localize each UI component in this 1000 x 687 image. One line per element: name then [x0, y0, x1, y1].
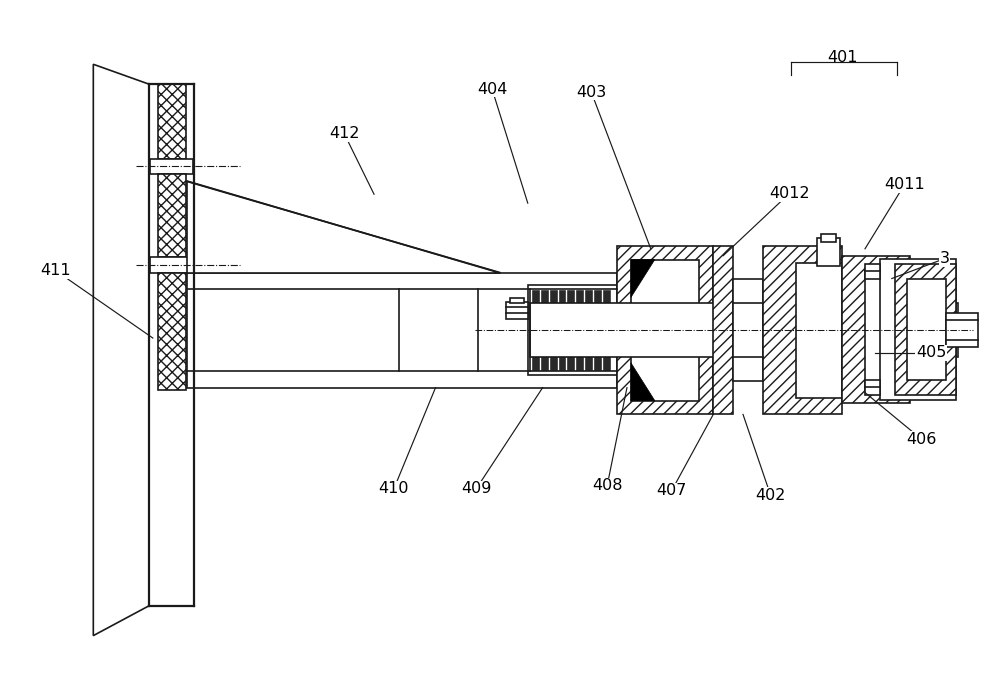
- Bar: [530, 304, 958, 357]
- Bar: [895, 264, 956, 394]
- Bar: [865, 380, 880, 394]
- Bar: [559, 291, 565, 370]
- Polygon shape: [631, 260, 655, 297]
- Bar: [532, 291, 539, 370]
- Bar: [158, 273, 186, 390]
- Bar: [528, 286, 617, 374]
- Polygon shape: [93, 65, 149, 635]
- Bar: [541, 291, 548, 370]
- Bar: [158, 174, 186, 257]
- Bar: [946, 313, 978, 347]
- Bar: [510, 298, 524, 304]
- Text: 4012: 4012: [769, 185, 810, 201]
- Text: 405: 405: [916, 346, 947, 361]
- Bar: [506, 302, 528, 319]
- Bar: [796, 262, 842, 398]
- Bar: [585, 291, 592, 370]
- Bar: [880, 259, 956, 400]
- Text: 403: 403: [576, 85, 606, 100]
- Polygon shape: [187, 181, 500, 273]
- Bar: [631, 260, 699, 401]
- Bar: [567, 291, 574, 370]
- Text: 410: 410: [379, 482, 409, 496]
- Bar: [576, 291, 583, 370]
- Polygon shape: [631, 363, 655, 401]
- Bar: [713, 246, 733, 414]
- Bar: [817, 238, 840, 266]
- Bar: [865, 269, 910, 390]
- Bar: [594, 291, 601, 370]
- Text: 408: 408: [592, 478, 622, 493]
- Bar: [821, 234, 836, 242]
- Bar: [907, 278, 946, 380]
- Bar: [550, 291, 557, 370]
- Text: 404: 404: [477, 82, 507, 97]
- Bar: [865, 264, 880, 278]
- Text: 407: 407: [656, 483, 687, 498]
- Bar: [150, 257, 193, 273]
- Text: 3: 3: [939, 251, 949, 266]
- Text: 409: 409: [461, 482, 491, 496]
- Bar: [187, 273, 617, 387]
- Text: 402: 402: [756, 488, 786, 504]
- Bar: [763, 246, 842, 414]
- Bar: [842, 256, 910, 403]
- Bar: [733, 278, 763, 381]
- Text: 406: 406: [906, 431, 937, 447]
- Text: 4011: 4011: [884, 177, 925, 192]
- Text: 412: 412: [329, 126, 360, 142]
- Bar: [603, 291, 610, 370]
- Bar: [150, 159, 193, 174]
- Text: 411: 411: [40, 263, 71, 278]
- Bar: [158, 84, 186, 159]
- Text: 401: 401: [827, 50, 857, 65]
- Bar: [617, 246, 713, 414]
